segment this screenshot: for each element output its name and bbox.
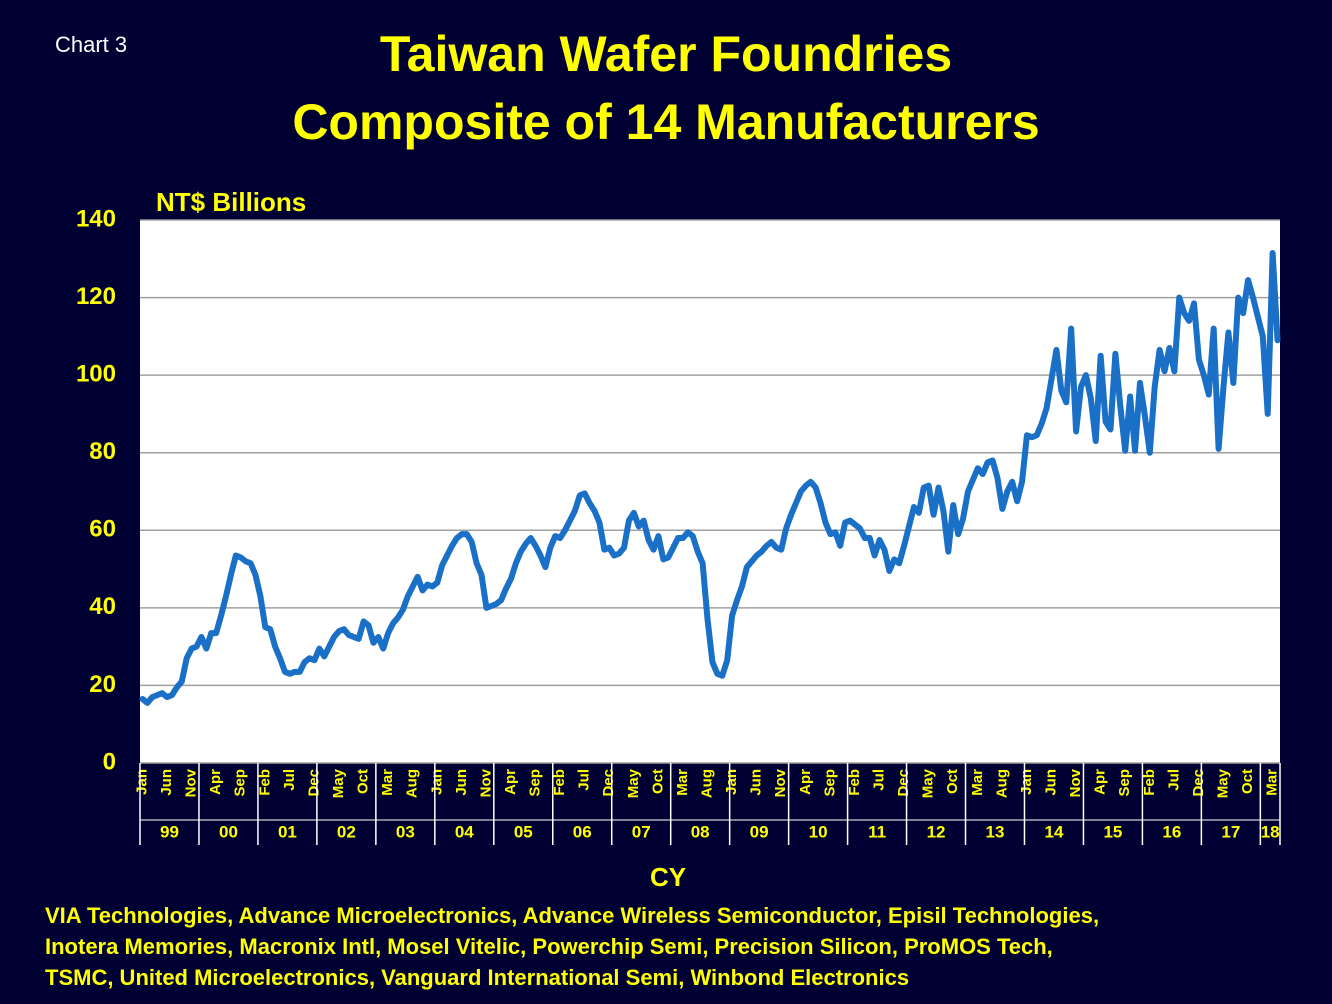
x-tick-label: Sep: [232, 769, 249, 797]
year-label: 01: [278, 822, 297, 841]
year-label: 08: [691, 822, 710, 841]
year-label: 11: [868, 822, 886, 841]
x-tick-label: Apr: [1092, 769, 1109, 795]
x-tick-label: Jun: [748, 769, 765, 796]
x-tick-label: Feb: [256, 769, 273, 796]
y-tick-label: 0: [103, 748, 116, 775]
x-tick-label: Nov: [1067, 768, 1084, 797]
x-tick-label: May: [920, 768, 937, 798]
x-tick-label: Apr: [502, 769, 519, 795]
x-tick-label: Nov: [477, 768, 494, 797]
x-tick-label: Mar: [1264, 769, 1281, 796]
chart-title: Composite of 14 Manufacturers: [292, 94, 1039, 150]
x-tick-label: Jul: [1165, 769, 1182, 791]
x-tick-label: Jan: [133, 769, 150, 795]
year-label: 16: [1162, 822, 1181, 841]
x-tick-label: Oct: [944, 769, 961, 794]
x-tick-label: Oct: [1239, 769, 1256, 794]
x-tick-label: Dec: [600, 769, 617, 797]
x-tick-label: Jul: [870, 769, 887, 791]
year-label: 14: [1045, 822, 1064, 841]
year-label: 13: [986, 822, 1005, 841]
y-tick-label: 40: [89, 593, 116, 620]
x-tick-label: Feb: [1141, 769, 1158, 796]
year-label: 00: [219, 822, 238, 841]
year-label: 12: [927, 822, 946, 841]
x-tick-label: Dec: [895, 769, 912, 797]
year-label: 15: [1103, 822, 1122, 841]
x-tick-label: May: [330, 768, 347, 798]
x-tick-label: Dec: [305, 769, 322, 797]
chart-label: Chart 3: [55, 32, 127, 57]
footer-text: TSMC, United Microelectronics, Vanguard …: [45, 965, 909, 990]
x-tick-label: Jul: [576, 769, 593, 791]
x-axis-label: CY: [650, 862, 686, 892]
year-label: 99: [160, 822, 179, 841]
x-tick-label: Jun: [453, 769, 470, 796]
x-tick-label: Aug: [993, 769, 1010, 798]
year-label: 03: [396, 822, 415, 841]
x-tick-label: Oct: [649, 769, 666, 794]
y-tick-label: 100: [76, 360, 116, 387]
x-tick-label: Nov: [183, 768, 200, 797]
year-label: 02: [337, 822, 356, 841]
x-tick-label: Sep: [821, 769, 838, 797]
year-label: 10: [809, 822, 828, 841]
x-tick-label: Jul: [281, 769, 298, 791]
year-label: 05: [514, 822, 533, 841]
data-line: [139, 249, 1281, 706]
x-tick-label: Nov: [772, 768, 789, 797]
y-tick-label: 120: [76, 283, 116, 310]
y-axis-label: NT$ Billions: [156, 187, 306, 217]
x-tick-label: Sep: [1116, 769, 1133, 797]
y-tick-label: 140: [76, 205, 116, 232]
x-tick-label: Mar: [674, 769, 691, 796]
x-tick-label: Jun: [1042, 769, 1059, 796]
x-tick-label: Jan: [1018, 769, 1035, 795]
x-tick-label: May: [625, 768, 642, 798]
x-tick-label: Dec: [1190, 769, 1207, 797]
footer-text: Inotera Memories, Macronix Intl, Mosel V…: [45, 934, 1053, 959]
x-tick-label: Aug: [699, 769, 716, 798]
year-label: 04: [455, 822, 474, 841]
x-tick-label: Sep: [527, 769, 544, 797]
y-tick-label: 80: [89, 438, 116, 465]
x-tick-label: Jan: [723, 769, 740, 795]
y-tick-label: 60: [89, 516, 116, 543]
x-tick-label: May: [1214, 768, 1231, 798]
chart-title: Taiwan Wafer Foundries: [380, 26, 952, 82]
x-tick-label: Mar: [379, 769, 396, 796]
x-tick-label: Jun: [158, 769, 175, 796]
x-tick-label: Apr: [797, 769, 814, 795]
plot-area: [140, 220, 1280, 763]
x-tick-label: Aug: [404, 769, 421, 798]
x-tick-label: Apr: [207, 769, 224, 795]
x-tick-label: Mar: [969, 769, 986, 796]
year-label: 07: [632, 822, 651, 841]
year-label: 17: [1221, 822, 1240, 841]
x-tick-label: Jan: [428, 769, 445, 795]
year-label: 06: [573, 822, 592, 841]
x-tick-label: Oct: [355, 769, 372, 794]
footer-text: VIA Technologies, Advance Microelectroni…: [45, 903, 1099, 928]
x-tick-label: Feb: [846, 769, 863, 796]
year-label: 18: [1261, 822, 1280, 841]
y-tick-label: 20: [89, 671, 116, 698]
year-label: 09: [750, 822, 769, 841]
x-tick-label: Feb: [551, 769, 568, 796]
